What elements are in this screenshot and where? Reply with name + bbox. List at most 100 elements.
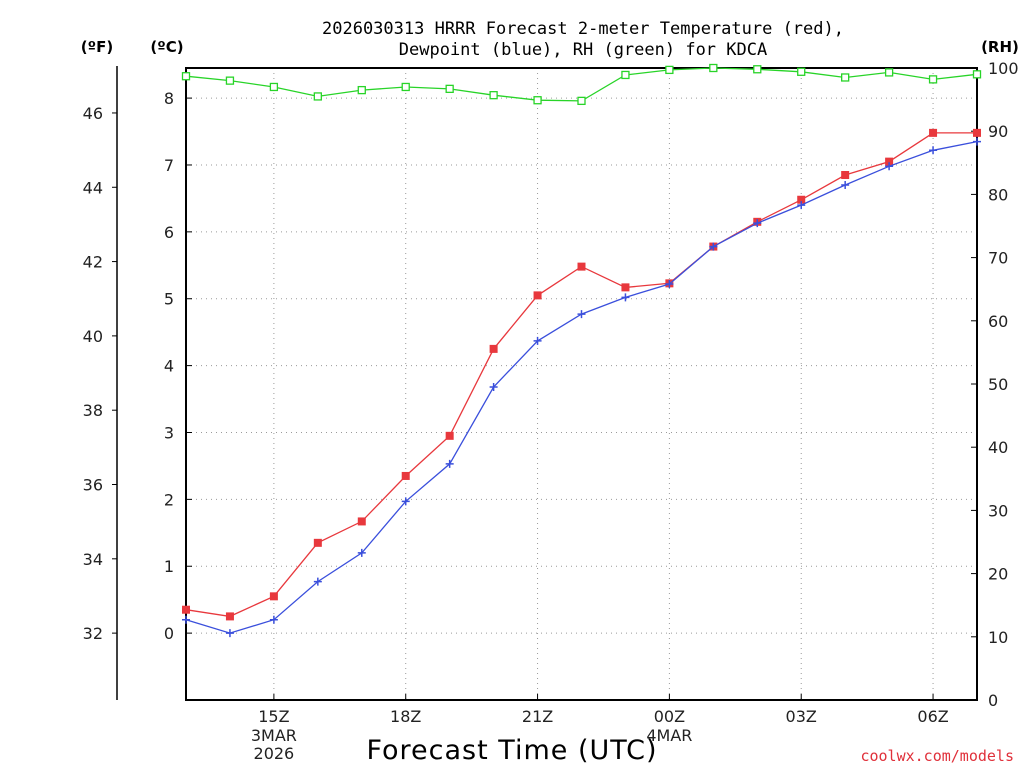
series-layer (181, 63, 982, 638)
dewpoint-point (621, 293, 630, 302)
dewpoint-point (797, 201, 806, 210)
celsius-tick-label: 5 (164, 290, 174, 309)
celsius-tick-label: 4 (164, 357, 174, 376)
rh-tick-label: 90 (988, 122, 1008, 141)
x-tick-label: 15Z (258, 707, 289, 726)
rh-point (577, 96, 586, 106)
chart-title-line-1: 2026030313 HRRR Forecast 2-meter Tempera… (322, 19, 844, 39)
grid-layer (186, 68, 977, 700)
fahrenheit-tick-label: 38 (83, 401, 103, 420)
fahrenheit-tick-label: 36 (83, 476, 103, 495)
series-temperature (182, 128, 981, 621)
dewpoint-point (182, 615, 190, 624)
dewpoint-point (533, 336, 542, 345)
chart-title-line-2: Dewpoint (blue), RH (green) for KDCA (399, 40, 767, 60)
temperature-point (797, 195, 806, 204)
rh-point (884, 68, 894, 77)
x-tick-label: 21Z (522, 707, 553, 726)
frame-layer (112, 66, 978, 701)
dewpoint-point (313, 577, 322, 586)
dewpoint-point (577, 310, 586, 319)
rh-point (225, 76, 235, 85)
rh-unit-label: (RH) (981, 38, 1019, 56)
series-line-rh (185, 67, 978, 102)
series-dewpoint (182, 137, 981, 638)
rh-point (181, 72, 191, 81)
series-line-temperature (185, 132, 977, 618)
dewpoint-point (665, 280, 674, 289)
rh-point (928, 75, 938, 84)
fahrenheit-unit-label: (ºF) (81, 38, 113, 56)
dewpoint-point (929, 146, 938, 155)
dewpoint-point (973, 137, 981, 146)
rh-point (841, 73, 850, 82)
dewpoint-point (445, 459, 454, 468)
temperature-point (973, 128, 981, 137)
x-axis-title: Forecast Time (UTC) (366, 735, 657, 766)
dewpoint-point (841, 181, 850, 190)
dewpoint-point (709, 242, 718, 251)
x-tick-sublabel: 2026 (254, 744, 295, 763)
rh-point (709, 63, 718, 73)
rh-point (621, 70, 630, 80)
dewpoint-point (357, 548, 366, 557)
rh-tick-label: 80 (988, 185, 1008, 204)
fahrenheit-tick-label: 32 (83, 624, 103, 643)
rh-point (401, 82, 410, 92)
rh-tick-label: 20 (988, 565, 1008, 584)
rh-point (269, 82, 279, 92)
x-tick-sublabel: 4MAR (646, 726, 692, 745)
fahrenheit-tick-label: 34 (83, 550, 103, 569)
celsius-tick-label: 8 (164, 89, 174, 108)
celsius-tick-label: 7 (164, 156, 174, 175)
temperature-point (357, 517, 366, 526)
dewpoint-point (489, 383, 498, 392)
x-tick-label: 06Z (917, 707, 948, 726)
x-tick-label: 00Z (654, 707, 685, 726)
fahrenheit-tick-label: 44 (83, 178, 103, 197)
temperature-point (621, 283, 630, 292)
rh-point (357, 85, 366, 95)
temperature-point (577, 262, 586, 271)
rh-point (313, 92, 322, 101)
fahrenheit-tick-label: 42 (83, 253, 103, 272)
rh-point (489, 91, 498, 100)
temperature-point (313, 538, 322, 547)
rh-tick-label: 40 (988, 438, 1008, 457)
dewpoint-point (269, 615, 278, 624)
temperature-point (182, 605, 190, 614)
plot-frame (185, 67, 978, 701)
dewpoint-point (225, 629, 234, 638)
rh-point (445, 84, 454, 94)
rh-tick-label: 0 (988, 691, 998, 710)
label-layer: 2026030313 HRRR Forecast 2-meter Tempera… (81, 19, 1019, 766)
dewpoint-point (753, 219, 762, 228)
dewpoint-point (885, 162, 894, 171)
rh-tick-label: 70 (988, 249, 1008, 268)
temperature-point (269, 592, 278, 601)
temperature-point (885, 157, 894, 166)
rh-point (533, 96, 542, 105)
coolwx-credit: coolwx.com/models (860, 747, 1014, 765)
temperature-point (489, 344, 498, 353)
celsius-tick-label: 1 (164, 557, 174, 576)
celsius-tick-label: 2 (164, 490, 174, 509)
temperature-point (445, 431, 454, 440)
temperature-point (533, 291, 542, 300)
rh-tick-label: 60 (988, 312, 1008, 331)
x-tick-label: 18Z (390, 707, 421, 726)
fahrenheit-tick-label: 46 (83, 104, 103, 123)
series-rh (181, 63, 982, 106)
rh-point (753, 65, 762, 74)
temperature-point (225, 612, 234, 621)
rh-point (972, 70, 982, 79)
fahrenheit-tick-label: 40 (83, 327, 103, 346)
celsius-tick-label: 3 (164, 423, 174, 442)
temperature-point (841, 171, 850, 180)
temperature-point (401, 471, 410, 480)
rh-tick-label: 50 (988, 375, 1008, 394)
x-tick-sublabel: 3MAR (251, 726, 297, 745)
x-tick-label: 03Z (786, 707, 817, 726)
rh-point (797, 67, 806, 76)
